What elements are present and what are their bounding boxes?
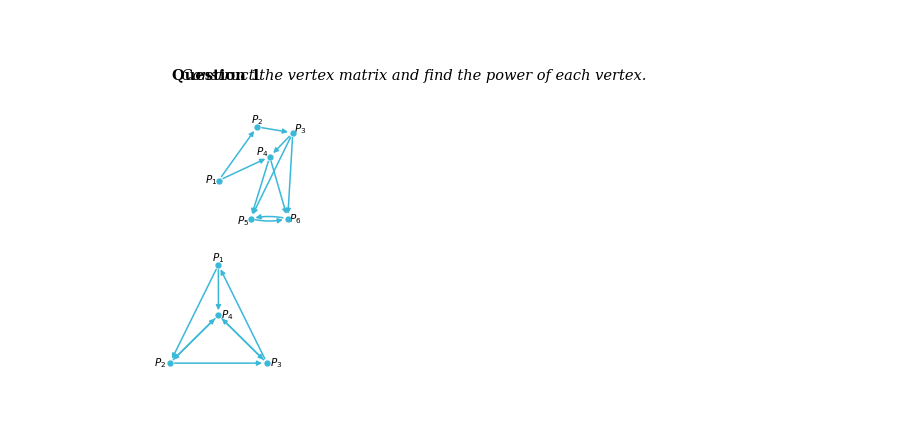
Text: $P_{2}$: $P_{2}$: [251, 113, 262, 126]
Text: $P_{1}$: $P_{1}$: [205, 174, 217, 187]
Text: $P_{5}$: $P_{5}$: [237, 214, 249, 228]
Text: Question 1: Question 1: [172, 68, 261, 83]
Text: $P_{1}$: $P_{1}$: [212, 251, 224, 265]
Text: $P_{4}$: $P_{4}$: [220, 308, 233, 322]
Text: $P_{6}$: $P_{6}$: [289, 212, 302, 226]
Text: $P_{3}$: $P_{3}$: [294, 123, 306, 136]
Text: $P_{4}$: $P_{4}$: [256, 145, 268, 159]
Text: Construct the vertex matrix and find the power of each vertex.: Construct the vertex matrix and find the…: [172, 68, 646, 83]
Text: $P_{3}$: $P_{3}$: [270, 356, 281, 370]
Text: $P_{2}$: $P_{2}$: [153, 356, 166, 370]
